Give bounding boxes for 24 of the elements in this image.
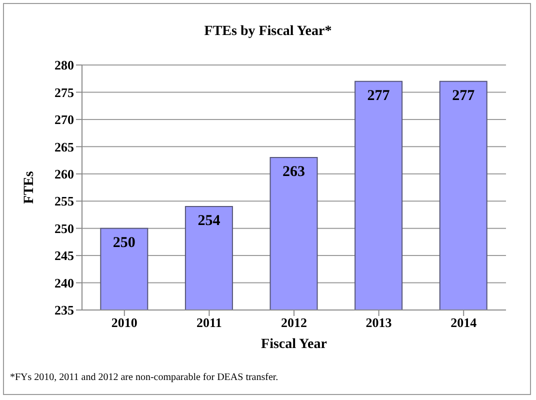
data-label: 263: [282, 164, 306, 180]
x-axis-title: Fiscal Year: [261, 337, 327, 352]
y-tick-label: 265: [54, 139, 74, 154]
data-label: 254: [198, 213, 221, 230]
y-tick-label: 240: [54, 275, 74, 290]
y-tick-label: 235: [54, 302, 74, 318]
y-tick-label: 255: [54, 194, 74, 209]
y-tick-label: 245: [54, 248, 74, 264]
data-label: 277: [367, 88, 390, 104]
x-tick-label: 2013: [366, 315, 392, 330]
y-axis-title: FTEs: [22, 170, 37, 204]
data-label: 277: [452, 88, 476, 104]
y-tick-label: 275: [54, 84, 74, 100]
y-tick-label: 260: [54, 166, 74, 182]
text: *FYs 2010, 2011 and 2012 are non-comparable for DEAS transfer.: [10, 372, 278, 383]
data-label: 250: [112, 234, 136, 251]
y-tick-label: 250: [54, 220, 74, 236]
x-tick-label: 2012: [281, 315, 307, 330]
x-tick-label: 2010: [111, 315, 138, 330]
chart-title: FTEs by Fiscal Year*: [203, 24, 333, 40]
x-tick-label: 2011: [196, 315, 222, 330]
y-tick-label: 280: [54, 58, 74, 73]
y-tick-label: 270: [54, 112, 74, 128]
x-tick-label: 2014: [450, 315, 478, 330]
